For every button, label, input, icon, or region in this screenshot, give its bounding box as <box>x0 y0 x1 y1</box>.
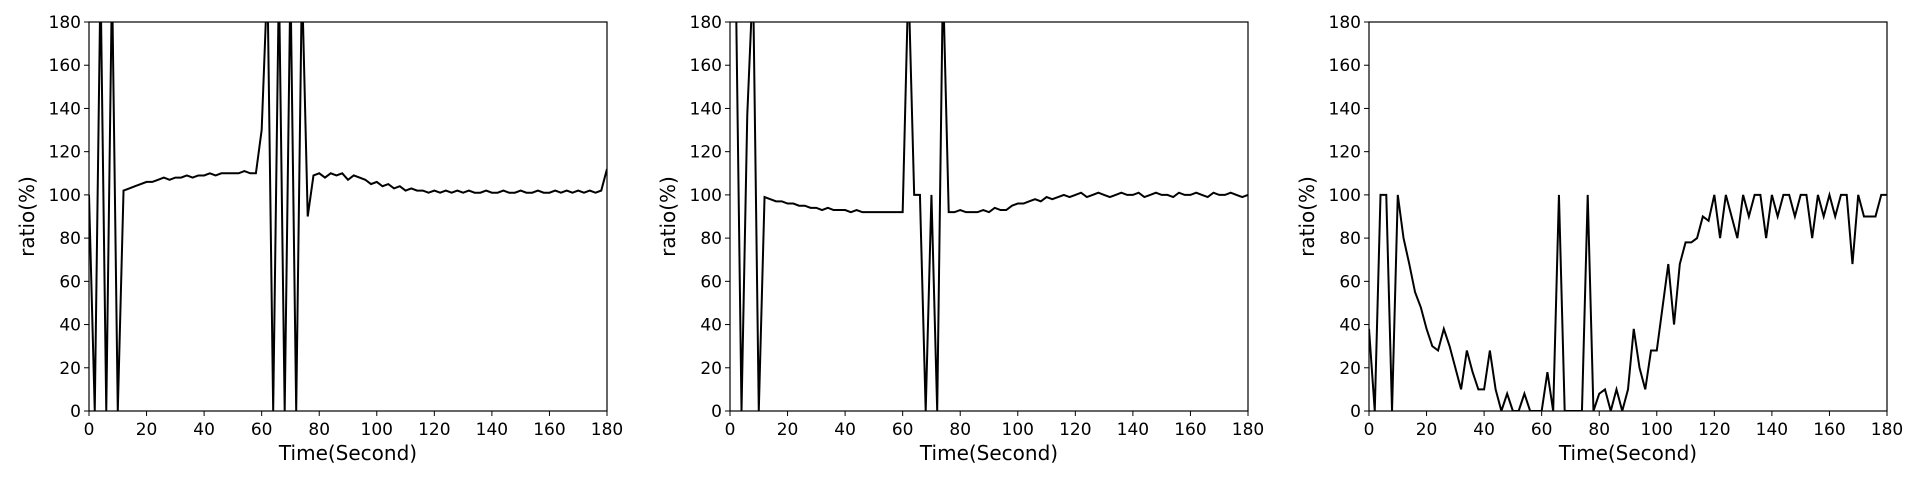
x-tick-label: 180 <box>1871 420 1903 440</box>
y-tick-label: 160 <box>1329 56 1361 76</box>
x-tick-label: 0 <box>1364 420 1375 440</box>
x-tick-label: 180 <box>1232 420 1264 440</box>
y-tick-label: 100 <box>690 186 722 206</box>
x-tick-label: 0 <box>84 420 95 440</box>
y-tick-label: 160 <box>690 56 722 76</box>
y-tick-label: 40 <box>59 316 81 336</box>
data-line <box>1369 191 1887 411</box>
y-tick-label: 180 <box>1329 13 1361 33</box>
y-tick-label: 0 <box>1350 402 1361 422</box>
y-tick-label: 40 <box>700 316 722 336</box>
x-tick-label: 100 <box>1002 420 1034 440</box>
x-tick-label: 180 <box>591 420 623 440</box>
x-axis-label: Time(Second) <box>1558 441 1697 465</box>
y-tick-label: 60 <box>59 272 81 292</box>
x-tick-label: 80 <box>308 420 330 440</box>
y-axis-label: ratio(%) <box>1295 176 1319 257</box>
y-tick-label: 100 <box>49 186 81 206</box>
y-tick-label: 140 <box>690 99 722 119</box>
y-tick-label: 20 <box>1339 359 1361 379</box>
y-tick-label: 120 <box>49 143 81 163</box>
x-tick-label: 20 <box>1416 420 1438 440</box>
x-tick-label: 120 <box>1698 420 1730 440</box>
x-tick-label: 60 <box>1531 420 1553 440</box>
y-tick-label: 40 <box>1339 316 1361 336</box>
x-axis-label: Time(Second) <box>278 441 417 465</box>
y-tick-label: 60 <box>700 272 722 292</box>
data-line <box>89 22 607 411</box>
x-tick-label: 20 <box>777 420 799 440</box>
chart: 0 20 40 60 80 100 120 140 160 180 0 20 40 60 80 100 120 1… <box>1295 13 1903 465</box>
x-tick-label: 60 <box>892 420 914 440</box>
y-tick-label: 160 <box>49 56 81 76</box>
plot-frame <box>729 21 1249 412</box>
x-tick-label: 40 <box>193 420 215 440</box>
y-tick-label: 0 <box>70 402 81 422</box>
x-tick-label: 40 <box>834 420 856 440</box>
y-tick-label: 20 <box>700 359 722 379</box>
y-tick-label: 80 <box>1339 229 1361 249</box>
x-tick-label: 140 <box>476 420 508 440</box>
x-tick-label: 160 <box>533 420 565 440</box>
y-tick-label: 120 <box>1329 143 1361 163</box>
y-axis-label: ratio(%) <box>656 176 680 257</box>
x-tick-label: 140 <box>1117 420 1149 440</box>
x-tick-label: 140 <box>1756 420 1788 440</box>
y-tick-label: 100 <box>1329 186 1361 206</box>
x-tick-label: 80 <box>949 420 971 440</box>
x-axis-label: Time(Second) <box>919 441 1058 465</box>
x-tick-label: 60 <box>251 420 273 440</box>
x-tick-label: 160 <box>1813 420 1845 440</box>
x-tick-label: 160 <box>1174 420 1206 440</box>
x-tick-label: 20 <box>136 420 158 440</box>
x-tick-label: 80 <box>1588 420 1610 440</box>
chart: 0 20 40 60 80 100 120 140 160 180 0 20 40 60 80 100 120 1… <box>656 13 1264 465</box>
x-tick-label: 40 <box>1473 420 1495 440</box>
y-tick-label: 80 <box>59 229 81 249</box>
y-tick-label: 140 <box>1329 99 1361 119</box>
y-tick-label: 140 <box>49 99 81 119</box>
x-tick-label: 0 <box>725 420 736 440</box>
y-tick-label: 0 <box>711 402 722 422</box>
data-line <box>735 22 1248 411</box>
y-tick-label: 180 <box>690 13 722 33</box>
y-tick-label: 60 <box>1339 272 1361 292</box>
y-tick-label: 20 <box>59 359 81 379</box>
chart: 0 20 40 60 80 100 120 140 160 180 0 20 40 60 80 100 120 1… <box>15 13 623 465</box>
x-tick-label: 120 <box>418 420 450 440</box>
x-tick-label: 120 <box>1059 420 1091 440</box>
y-tick-label: 120 <box>690 143 722 163</box>
y-tick-label: 80 <box>700 229 722 249</box>
plot-frame <box>88 21 608 412</box>
y-tick-label: 180 <box>49 13 81 33</box>
x-tick-label: 100 <box>361 420 393 440</box>
x-tick-label: 100 <box>1641 420 1673 440</box>
y-axis-label: ratio(%) <box>15 176 39 257</box>
plot-frame <box>1368 21 1888 412</box>
